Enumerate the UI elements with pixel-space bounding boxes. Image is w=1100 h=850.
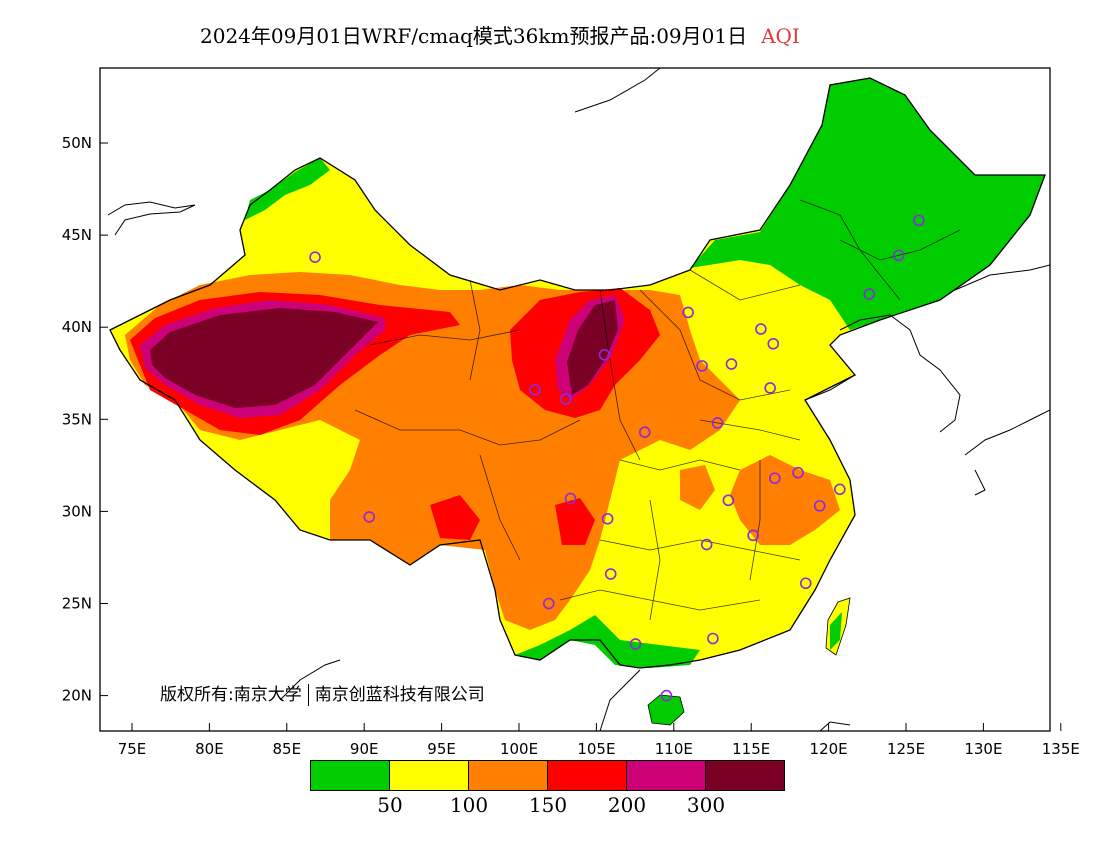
legend-swatch [547, 760, 627, 791]
copyright-part1: 版权所有:南京大学 [160, 685, 302, 705]
y-tick-label: 45N [62, 226, 92, 244]
y-tick-label: 25N [62, 595, 92, 613]
x-axis: 75E 80E 85E 90E 95E 100E 105E 110E 115E 120E 125E 1… [118, 723, 1080, 758]
x-tick-label: 75E [118, 740, 147, 758]
station-marker [711, 417, 724, 429]
aqi-region-orange-east [730, 455, 840, 545]
station-marker [604, 568, 617, 580]
station-marker [696, 360, 708, 372]
y-tick-label: 50N [62, 134, 92, 152]
aqi-region-maroon-west [150, 308, 378, 408]
station-marker [892, 249, 905, 262]
legend-tick-label: 50 [377, 793, 403, 817]
station-marker [598, 349, 611, 361]
station-markers [309, 214, 925, 702]
station-marker [813, 500, 826, 512]
station-marker [863, 288, 876, 300]
aqi-region-taiwan-green [830, 612, 842, 650]
aqi-region-maroon-center [567, 300, 618, 395]
aqi-region-green-northwest [245, 158, 330, 220]
station-marker [309, 251, 321, 264]
color-legend [310, 760, 785, 791]
station-marker [912, 214, 925, 227]
aqi-region-green-northeast [690, 78, 1045, 330]
station-marker [601, 512, 614, 525]
map-frame [99, 67, 1051, 732]
aqi-region-orange-east2 [680, 465, 715, 510]
station-marker [363, 511, 376, 523]
x-tick-label: 115E [732, 740, 770, 758]
station-marker [564, 492, 577, 505]
y-axis: 50N 45N 40N 35N 30N 25N 20N [62, 134, 108, 705]
x-tick-label: 90E [350, 740, 379, 758]
station-marker [682, 306, 694, 319]
copyright-notice: 版权所有:南京大学 南京创蓝科技有限公司 [160, 680, 485, 706]
station-marker [638, 426, 651, 438]
title-text: 2024年09月01日WRF/cmaq模式36km预报产品:09月01日 [200, 24, 748, 48]
y-tick-label: 40N [62, 318, 92, 336]
neighbour-coastlines [107, 68, 1050, 731]
x-tick-label: 85E [273, 740, 302, 758]
x-tick-label: 105E [577, 740, 615, 758]
x-tick-label: 125E [887, 740, 925, 758]
aqi-region-red-sichuan [555, 498, 595, 545]
map-title: 2024年09月01日WRF/cmaq模式36km预报产品:09月01日 AQI [200, 20, 800, 49]
station-marker [834, 483, 846, 496]
legend-tick-label: 150 [528, 793, 568, 817]
legend-swatch [310, 760, 390, 791]
legend-tick-label: 300 [686, 793, 726, 817]
copyright-separator [307, 684, 309, 706]
legend-ticks: 50 100 150 200 300 [0, 793, 1100, 823]
legend-swatch [389, 760, 469, 791]
station-marker [700, 538, 713, 551]
station-marker [660, 689, 673, 702]
legend-tick-label: 100 [449, 793, 489, 817]
station-marker [747, 529, 759, 542]
aqi-region-red-tibet [430, 495, 480, 540]
legend-swatch [626, 760, 706, 791]
x-tick-label: 120E [810, 740, 848, 758]
country-outline [109, 77, 1046, 669]
aqi-region-hainan [647, 694, 685, 726]
copyright-part2: 南京创蓝科技有限公司 [314, 685, 485, 705]
station-marker [722, 494, 735, 507]
station-marker [529, 384, 541, 396]
station-marker [707, 632, 719, 645]
legend-swatch [705, 760, 785, 791]
y-tick-label: 30N [62, 502, 92, 520]
x-tick-label: 100E [500, 740, 538, 758]
x-tick-label: 95E [427, 740, 456, 758]
legend-swatch [468, 760, 548, 791]
aqi-region-green-south [515, 615, 700, 668]
province-boundaries [354, 199, 961, 621]
station-marker [769, 472, 781, 485]
station-marker [792, 466, 804, 479]
x-tick-label: 80E [195, 740, 224, 758]
x-tick-label: 130E [964, 740, 1002, 758]
station-marker [799, 577, 812, 590]
station-marker [629, 638, 642, 650]
y-tick-label: 35N [62, 410, 92, 428]
station-marker [764, 382, 776, 394]
y-tick-label: 20N [62, 687, 92, 705]
station-marker [725, 358, 738, 370]
x-tick-label: 110E [655, 740, 693, 758]
station-marker [755, 323, 767, 335]
title-tag: AQI [761, 24, 800, 48]
legend-tick-label: 200 [607, 793, 647, 817]
station-marker [767, 337, 780, 350]
x-tick-label: 135E [1042, 740, 1080, 758]
station-marker [560, 393, 572, 405]
station-marker [542, 597, 555, 610]
